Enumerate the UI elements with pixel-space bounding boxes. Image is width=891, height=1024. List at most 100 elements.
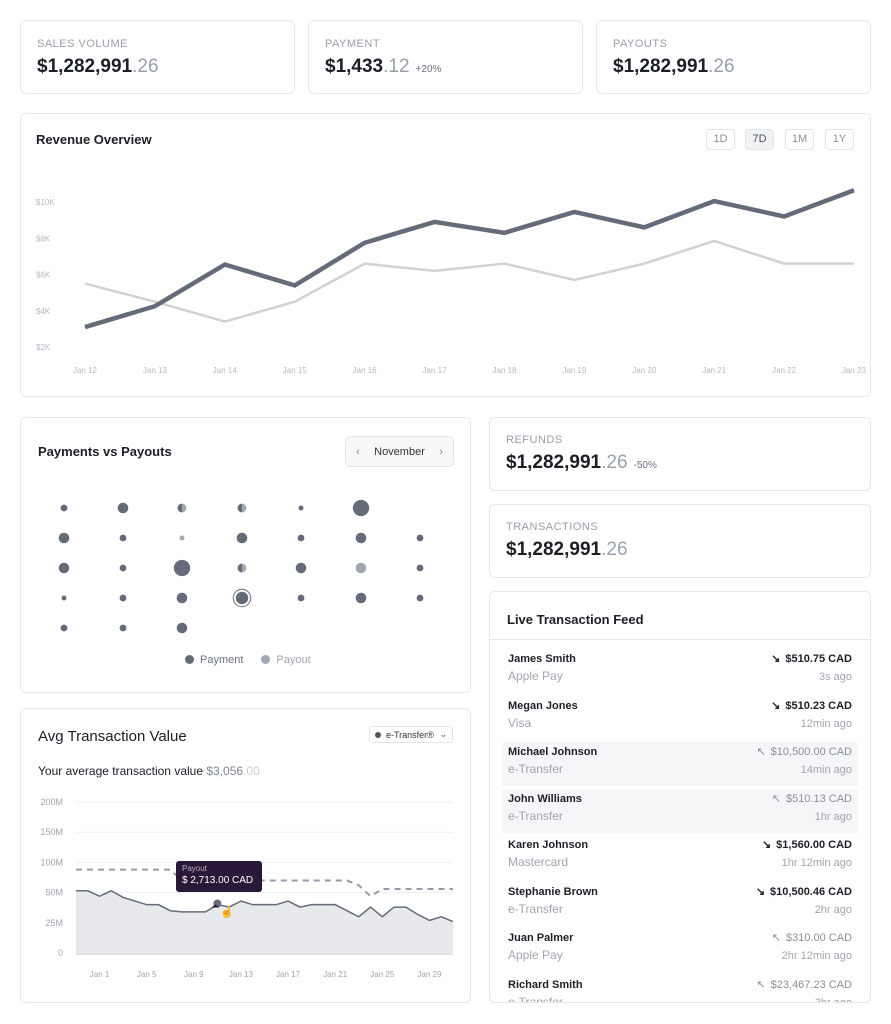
value-whole: $1,282,991 <box>37 56 133 77</box>
feed-item[interactable]: Stephanie Brown e-Transfer ↘ $10,500.46 C… <box>502 882 858 926</box>
arrow-down-right-icon: ↘ <box>761 839 772 851</box>
mixed-bubble-payment-half <box>237 563 242 573</box>
payment-method: Apple Pay <box>508 948 563 962</box>
feed-item[interactable]: Richard Smith e-Transfer ↖ $23,467.23 CAD… <box>502 975 858 1003</box>
payment-bubble <box>235 591 249 605</box>
x-tick-label: Jan 14 <box>213 366 238 375</box>
x-tick-label: Jan 20 <box>632 366 657 375</box>
payment-bubble <box>297 594 305 602</box>
legend-item-payment[interactable]: Payment <box>185 654 243 666</box>
payment-bubble <box>298 505 304 511</box>
range-1d-button[interactable]: 1D <box>706 129 735 150</box>
value-whole: $1,433 <box>325 56 384 77</box>
value-decimal: .12 <box>383 56 410 77</box>
customer-name: Richard Smith <box>508 978 583 991</box>
chevron-right-icon[interactable]: › <box>439 445 443 458</box>
mixed-bubble-payment-half <box>177 503 182 513</box>
series-line <box>76 889 454 923</box>
legend-label: Payout <box>276 654 311 666</box>
arrow-down-right-icon: ↘ <box>771 653 781 665</box>
legend-swatch <box>261 655 271 664</box>
legend-item-payout[interactable]: Payout <box>261 654 311 666</box>
revenue-line-chart: $2K $4K $6K $8K $10K Jan 12 Jan 13 Jan 14 Jan 15… <box>36 188 867 375</box>
x-tick-label: Jan 22 <box>772 366 797 375</box>
payment-bubble <box>416 564 424 572</box>
customer-name: Megan Jones <box>508 699 578 712</box>
amount: ↖ $23,467.23 CAD <box>756 978 852 991</box>
feed-item[interactable]: Michael Johnson e-Transfer ↖ $10,500.00 C… <box>502 742 858 786</box>
x-tick-label: Jan 15 <box>283 366 308 375</box>
tooltip-pointer <box>211 904 220 908</box>
value-decimal: .26 <box>601 539 628 560</box>
legend-label: Payment <box>200 654 244 666</box>
month-picker[interactable]: ‹ November › <box>345 436 454 467</box>
timestamp: 3s ago <box>818 671 852 683</box>
y-tick-label: $2K <box>36 343 51 352</box>
x-tick-label: Jan 5 <box>137 970 157 979</box>
amount: ↖ $510.13 CAD <box>772 792 852 805</box>
payment-bubble <box>355 532 367 544</box>
payment-bubble <box>176 592 188 604</box>
payment-bubble <box>58 562 70 574</box>
transactions-card: TRANSACTIONS $1,282,991.26 <box>489 504 871 578</box>
amount: ↖ $10,500.00 CAD <box>756 745 852 758</box>
payment-bubble <box>355 592 367 604</box>
payment-bubble <box>58 532 70 544</box>
payment-bubble <box>119 594 127 602</box>
payout-bubble <box>179 535 185 541</box>
payment-method: e-Transfer <box>508 762 563 776</box>
card-title: Payments vs Payouts <box>38 444 172 459</box>
x-tick-label: Jan 13 <box>143 366 168 375</box>
timestamp: 12min ago <box>800 717 852 730</box>
change-badge: -50% <box>633 460 657 471</box>
feed-item[interactable]: Megan Jones Visa ↘ $510.23 CAD 12min ago <box>502 696 858 740</box>
chart-tooltip: Payout $ 2,713.00 CAD <box>176 861 262 892</box>
y-tick-label: $10K <box>36 198 55 207</box>
mixed-bubble-payment-half <box>237 503 242 513</box>
x-tick-label: Jan 1 <box>90 970 110 979</box>
payment-bubble <box>173 559 191 577</box>
payment-method: e-Transfer <box>508 901 563 916</box>
payment-bubble <box>119 624 127 632</box>
arrow-up-left-icon: ↖ <box>771 932 781 944</box>
avg-value: $3,056 <box>206 764 244 778</box>
feed-item[interactable]: Juan Palmer Apple Pay ↖ $310.00 CAD 2hr 1… <box>502 928 858 972</box>
amount-value: $510.13 CAD <box>785 792 852 805</box>
customer-name: Juan Palmer <box>508 932 574 944</box>
feed-item[interactable]: John Williams e-Transfer ↖ $510.13 CAD 1h… <box>502 788 858 833</box>
timestamp: 3hr ago <box>814 996 852 1003</box>
payment-method-select[interactable]: e-Transfer® ⌄ <box>369 726 453 743</box>
payment-bubble <box>416 534 424 542</box>
card-title: Revenue Overview <box>36 132 152 147</box>
amount-value: $510.75 CAD <box>785 653 852 665</box>
payment-method: e-Transfer <box>508 808 563 823</box>
amount-value: $10,500.46 CAD <box>770 885 852 898</box>
x-tick-label: Jan 21 <box>323 970 348 979</box>
area-fill <box>76 890 453 953</box>
arrow-up-left-icon: ↖ <box>756 978 766 991</box>
divider <box>490 639 870 640</box>
amount-value: $1,560.00 CAD <box>776 839 852 851</box>
x-tick-label: Jan 17 <box>276 970 301 979</box>
range-7d-button[interactable]: 7D <box>745 129 774 150</box>
avg-value-summary: Your average transaction value $3,056.00 <box>38 764 260 778</box>
x-tick-label: Jan 16 <box>353 366 378 375</box>
feed-item[interactable]: Karen Johnson Mastercard ↘ $1,560.00 CAD … <box>502 835 858 879</box>
stat-value: $1,433.12 +20% <box>325 56 441 78</box>
change-badge: +20% <box>415 64 442 75</box>
range-1m-button[interactable]: 1M <box>785 129 814 150</box>
x-tick-label: Jan 9 <box>184 970 204 979</box>
amount: ↘ $1,560.00 CAD <box>762 838 852 851</box>
feed-item[interactable]: James Smith Apple Pay ↘ $510.75 CAD 3s ag… <box>502 649 858 693</box>
series-line-2 <box>84 239 854 323</box>
month-label: November <box>374 445 425 458</box>
payment-bubble <box>236 532 248 544</box>
amount: ↘ $10,500.46 CAD <box>756 885 852 898</box>
stat-value: $1,282,991.26 <box>613 56 735 78</box>
payment-bubble <box>60 624 68 632</box>
chevron-left-icon[interactable]: ‹ <box>356 445 360 458</box>
range-1y-button[interactable]: 1Y <box>825 129 854 150</box>
y-tick-label: 0 <box>58 948 63 958</box>
stat-value: $1,282,991.26 -50% <box>506 452 657 474</box>
hand-cursor-icon: ☝ <box>220 904 234 918</box>
